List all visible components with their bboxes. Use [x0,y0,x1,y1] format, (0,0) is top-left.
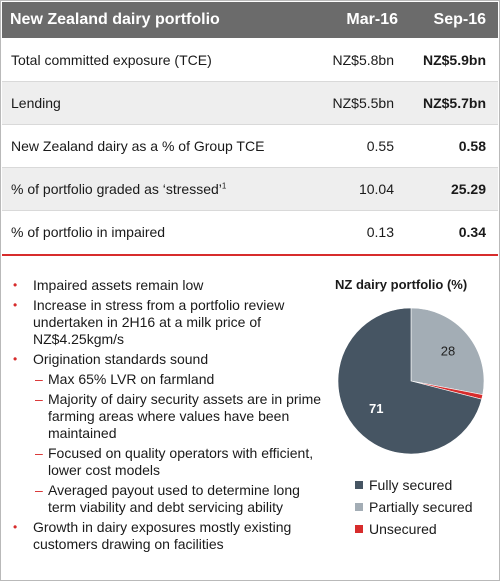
pie-chart: 71281 [337,307,485,455]
row-label: Total committed exposure (TCE) [11,52,212,68]
table-row: % of portfolio graded as ‘stressed’1 10.… [2,168,498,211]
row-value-sep: 0.58 [458,138,486,154]
row-value-mar: 0.55 [366,138,394,154]
pie-slice-partially-secured [410,307,485,396]
row-value-mar: 0.13 [366,224,394,240]
legend-swatch [355,503,363,511]
legend-swatch [355,481,363,489]
bullet-item: Increase in stress from a portfolio revi… [11,297,326,348]
legend-label: Fully secured [369,477,453,493]
bullet-list: Impaired assets remain low Increase in s… [11,277,326,556]
section-divider [2,254,498,256]
legend-swatch [355,525,363,533]
pie-data-label: 28 [441,343,455,358]
sub-bullet-item: Max 65% LVR on farmland [11,371,326,388]
chart-title: NZ dairy portfolio (%) [335,277,468,292]
row-label: % of portfolio in impaired [11,224,166,240]
footnote-marker: 1 [221,181,227,191]
table-row: Lending NZ$5.5bn NZ$5.7bn [2,82,498,125]
legend-label: Unsecured [369,521,437,537]
table-row: % of portfolio in impaired 0.13 0.34 [2,211,498,253]
row-label: Lending [11,95,61,111]
pie-slice-fully-secured [337,307,483,455]
row-value-mar: 10.04 [358,181,394,197]
row-label: % of portfolio graded as ‘stressed’1 [11,181,226,197]
sub-bullet-item: Focused on quality operators with effici… [11,445,326,479]
pie-data-label: 71 [369,401,383,416]
row-value-sep: NZ$5.9bn [422,52,486,68]
sub-bullet-item: Majority of dairy security assets are in… [11,391,326,442]
sub-bullet-item: Averaged payout used to determine long t… [11,482,326,516]
bullet-item: Impaired assets remain low [11,277,326,294]
table-header: New Zealand dairy portfolio Mar-16 Sep-1… [2,2,498,38]
row-label: New Zealand dairy as a % of Group TCE [11,138,265,154]
column-header-mar-16: Mar-16 [346,11,398,28]
row-value-sep: 0.34 [458,224,486,240]
row-value-sep: 25.29 [450,181,486,197]
bullet-item: Origination standards sound [11,351,326,368]
column-header-sep-16: Sep-16 [433,11,486,28]
table-row: Total committed exposure (TCE) NZ$5.8bn … [2,39,498,82]
row-value-mar: NZ$5.8bn [332,52,394,68]
row-value-mar: NZ$5.5bn [332,95,394,111]
row-value-sep: NZ$5.7bn [422,95,486,111]
table-row: New Zealand dairy as a % of Group TCE 0.… [2,125,498,168]
row-label-text: % of portfolio graded as ‘stressed’ [11,181,222,197]
table-title: New Zealand dairy portfolio [10,11,220,28]
bullet-item: Growth in dairy exposures mostly existin… [11,519,326,553]
legend-label: Partially secured [369,499,473,515]
